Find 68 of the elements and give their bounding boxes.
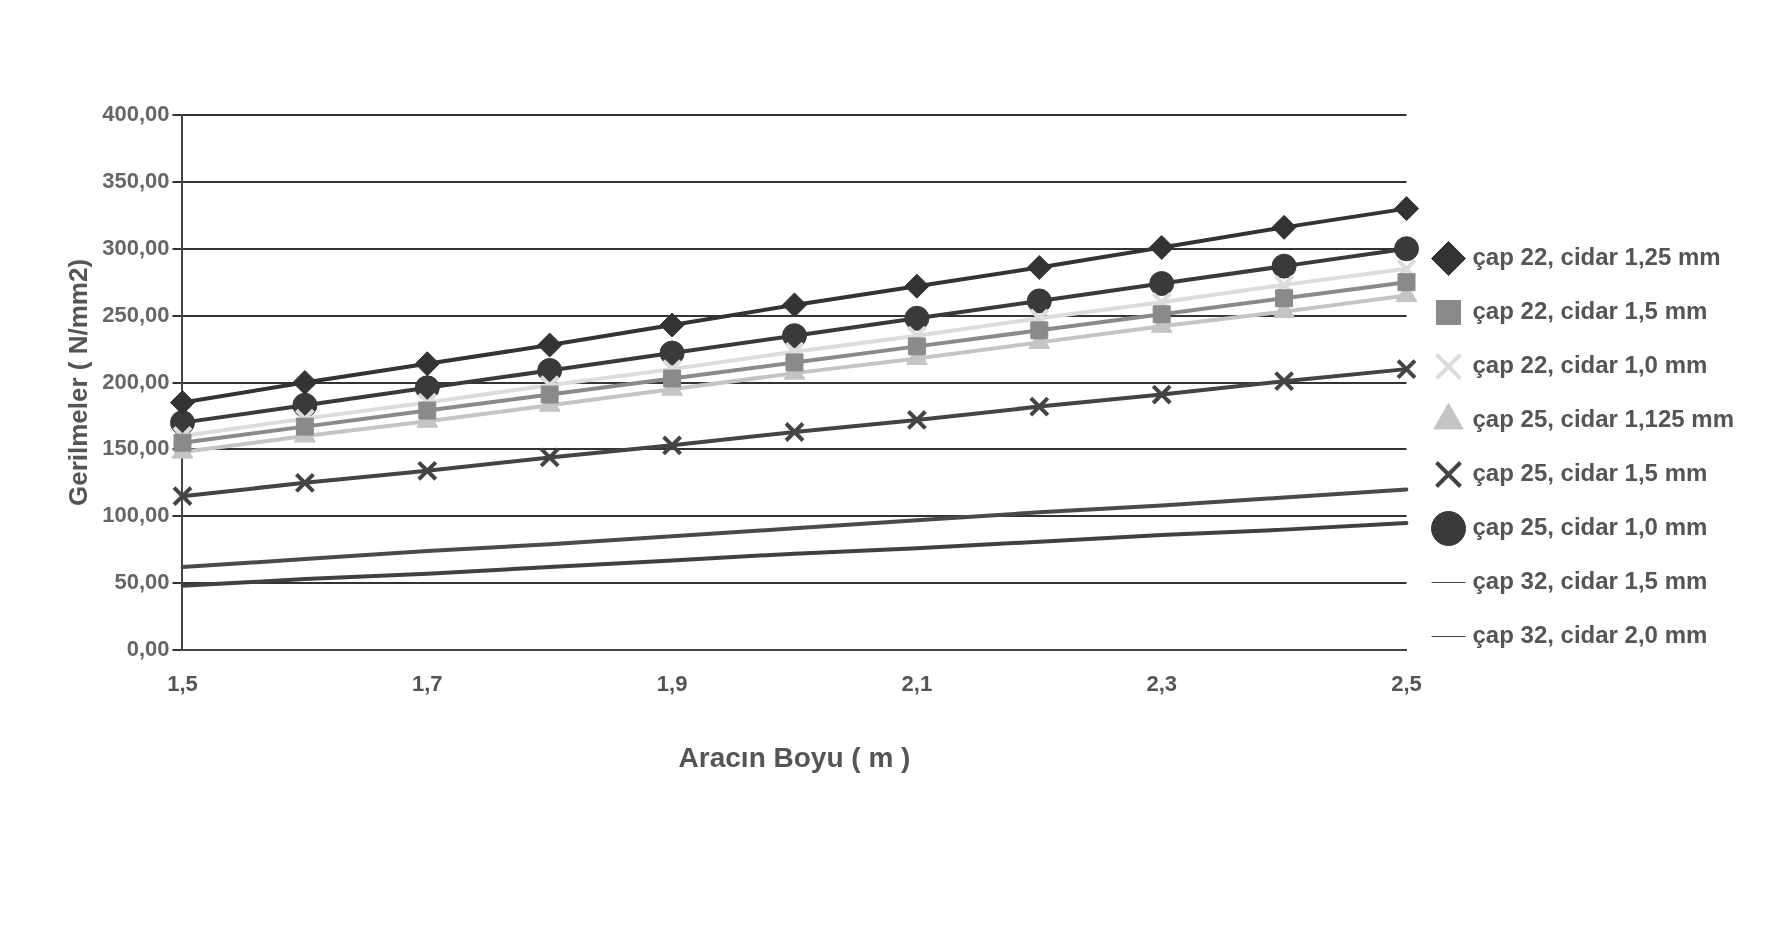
point [661, 434, 683, 456]
x-tick-label: 2,5 [1391, 671, 1422, 697]
point [295, 417, 314, 436]
point [1273, 370, 1295, 392]
point [1396, 358, 1417, 380]
point [663, 369, 682, 388]
x-tick-label: 1,5 [167, 671, 198, 697]
point [1026, 288, 1052, 314]
point [172, 485, 193, 507]
point [540, 385, 559, 404]
legend-label: çap 25, cidar 1,5 mm [1472, 459, 1708, 487]
point [1394, 196, 1420, 222]
point [173, 433, 192, 452]
point [1275, 289, 1294, 308]
y-tick-label: 50,00 [114, 569, 170, 595]
point [1026, 254, 1052, 280]
point [785, 353, 804, 372]
x-tick-label: 1,9 [656, 671, 688, 697]
y-tick-label: 200,00 [102, 368, 170, 394]
point [539, 374, 561, 396]
point [1030, 321, 1049, 340]
point [1397, 273, 1416, 292]
point [1152, 305, 1171, 324]
y-tick-label: 100,00 [102, 502, 170, 528]
x-tick-label: 2,3 [1146, 671, 1177, 697]
y-tick-label: 0,00 [126, 636, 170, 662]
x-tick-label: 2,1 [901, 671, 933, 697]
point [906, 409, 928, 431]
point [294, 472, 316, 494]
x-tick-label: 1,7 [412, 671, 443, 697]
point [904, 305, 930, 331]
legend-label: çap 22, cidar 1,0 mm [1472, 351, 1708, 379]
point [782, 323, 807, 349]
point [1271, 214, 1297, 240]
point [659, 340, 685, 366]
y-axis-title: Gerilmeler ( N/mm2) [62, 258, 93, 507]
legend-label: çap 32, cidar 1,5 mm [1472, 567, 1708, 595]
point [782, 292, 807, 318]
point [539, 446, 561, 468]
legend-label: çap 22, cidar 1,25 mm [1472, 243, 1721, 271]
point [1151, 384, 1173, 406]
y-tick-label: 150,00 [102, 435, 170, 461]
y-tick-label: 350,00 [102, 167, 170, 193]
legend-label: çap 22, cidar 1,5 mm [1472, 297, 1708, 325]
point [537, 332, 563, 358]
point [416, 460, 438, 482]
legend-label: çap 32, cidar 2,0 mm [1472, 621, 1708, 649]
point [904, 273, 930, 299]
point [1394, 236, 1420, 262]
y-tick-label: 250,00 [102, 301, 170, 327]
point [784, 421, 805, 443]
point [418, 401, 437, 420]
point [1028, 396, 1050, 418]
point [1271, 253, 1297, 279]
point [414, 351, 440, 377]
point [1028, 307, 1050, 329]
point [1151, 291, 1173, 313]
y-tick-label: 400,00 [102, 101, 170, 127]
y-tick-label: 300,00 [102, 234, 170, 260]
legend-label: çap 25, cidar 1,0 mm [1472, 513, 1708, 541]
point [292, 370, 318, 395]
point [1149, 271, 1175, 297]
point [169, 390, 195, 416]
x-axis-title: Aracın Boyu ( m ) [678, 741, 911, 773]
point [907, 337, 926, 356]
legend-label: çap 25, cidar 1,125 mm [1472, 405, 1735, 433]
point [659, 312, 685, 338]
point [1149, 234, 1175, 260]
